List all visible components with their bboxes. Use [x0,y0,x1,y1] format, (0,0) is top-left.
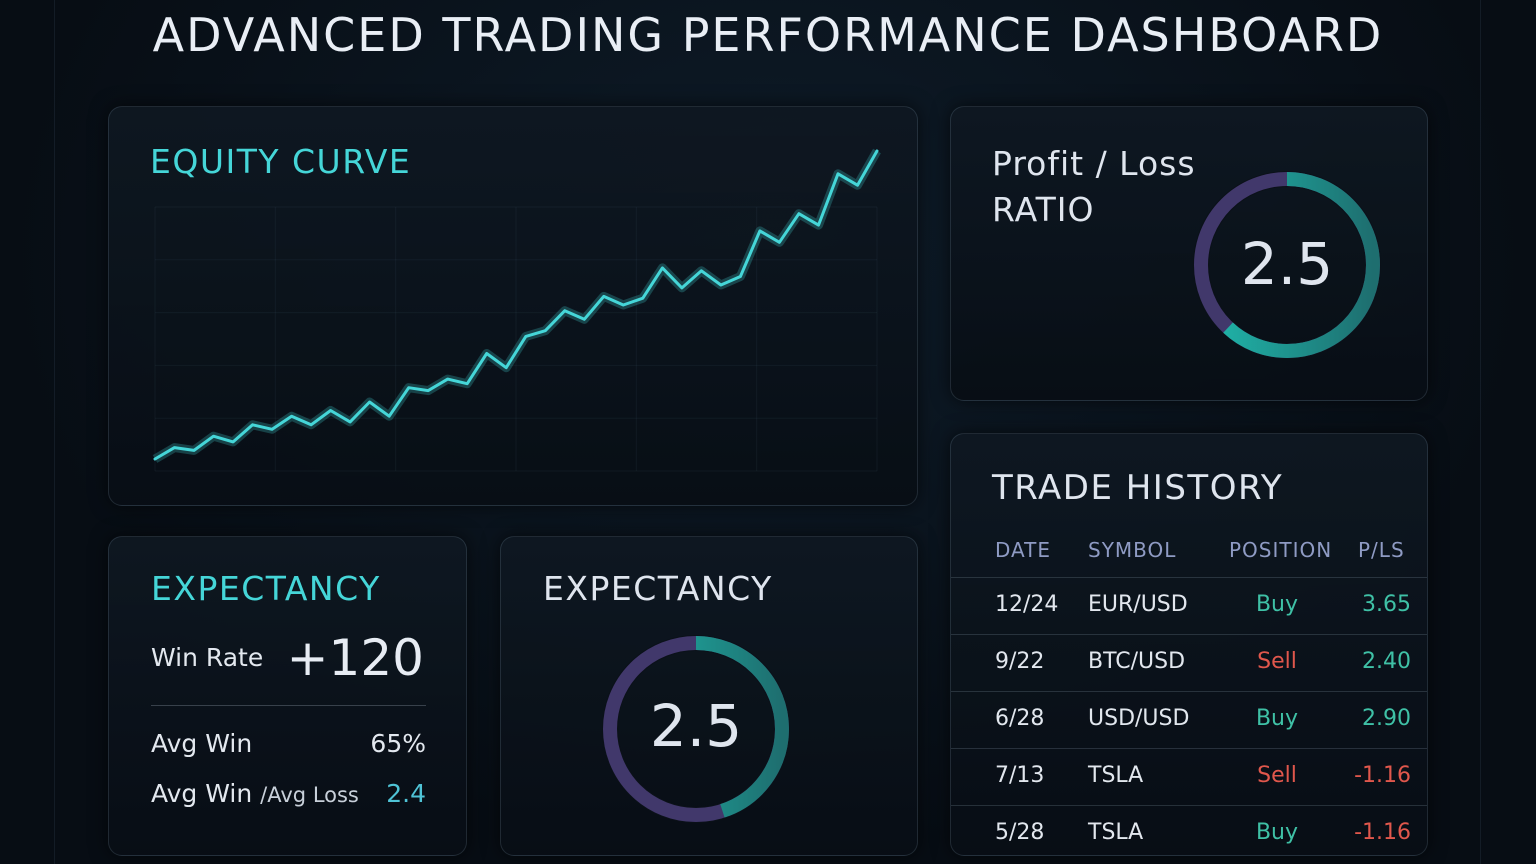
profit-loss-heading-line2: RATIO [992,190,1095,229]
cell-pl: -1.16 [1354,763,1411,788]
cell-date: 5/28 [995,820,1045,845]
profit-loss-ring-fill [1194,172,1380,358]
trade-history-heading: TRADE HISTORY [992,468,1284,508]
table-row[interactable]: 12/24 EUR/USD Buy 3.65 [951,577,1427,634]
expectancy-stats-card: EXPECTANCY Win Rate +120 Avg Win 65% Avg… [108,536,467,856]
cell-symbol: TSLA [1088,820,1144,845]
win-loss-label-sep: /Avg Loss [260,783,359,807]
avg-win-value: 65% [370,729,426,758]
cell-position: Sell [1257,649,1297,674]
cell-symbol: USD/USD [1088,706,1190,731]
cell-position: Buy [1255,706,1299,731]
expectancy-ring-gauge [602,635,790,823]
frame-rail-left [54,0,55,864]
cell-position: Buy [1255,820,1299,845]
expectancy-ring-value: 2.5 [649,692,743,760]
expectancy-stats-heading: EXPECTANCY [151,569,381,608]
win-rate-label: Win Rate [151,643,264,672]
expectancy-ring-heading: EXPECTANCY [543,569,773,608]
table-row[interactable]: 7/13 TSLA Sell -1.16 [951,748,1427,805]
cell-position: Buy [1255,592,1299,617]
win-loss-ratio-label: Avg Win /Avg Loss [151,779,359,808]
expectancy-ring-fill [603,636,789,822]
stats-divider [151,705,426,706]
page-title: ADVANCED TRADING PERFORMANCE DASHBOARD [152,8,1384,62]
cell-date: 9/22 [995,649,1045,674]
trade-history-card: TRADE HISTORY DATE SYMBOL POSITION P/LS … [950,433,1428,856]
cell-pl: 2.90 [1362,706,1411,731]
profit-loss-ring-gauge [1193,171,1381,359]
win-loss-ratio-value: 2.4 [386,779,426,808]
profit-loss-ratio-value: 2.5 [1240,230,1334,298]
column-header-position[interactable]: POSITION [1229,538,1333,562]
profit-loss-heading-line1: Profit / Loss [992,144,1196,183]
win-loss-label-a: Avg Win [151,779,253,808]
cell-symbol: TSLA [1088,763,1144,788]
frame-rail-right [1480,0,1481,864]
cell-symbol: BTC/USD [1088,649,1186,674]
column-header-date[interactable]: DATE [995,538,1052,562]
avg-win-label: Avg Win [151,729,253,758]
profit-loss-ratio-heading: Profit / Loss RATIO [992,141,1196,233]
cell-date: 7/13 [995,763,1045,788]
cell-pl: 2.40 [1362,649,1411,674]
equity-curve-card: EQUITY CURVE [108,106,918,506]
equity-line [153,149,879,461]
equity-curve-heading: EQUITY CURVE [150,142,412,181]
equity-grid [154,206,878,472]
cell-pl: -1.16 [1354,820,1411,845]
column-header-pl[interactable]: P/LS [1358,538,1405,562]
table-row[interactable]: 6/28 USD/USD Buy 2.90 [951,691,1427,748]
table-row[interactable]: 9/22 BTC/USD Sell 2.40 [951,634,1427,691]
cell-date: 12/24 [995,592,1059,617]
cell-position: Sell [1257,763,1297,788]
cell-symbol: EUR/USD [1088,592,1188,617]
expectancy-ring-card: EXPECTANCY 2.5 [500,536,918,856]
equity-curve-chart [152,148,881,472]
cell-pl: 3.65 [1362,592,1411,617]
table-row[interactable]: 5/28 TSLA Buy -1.16 [951,805,1427,862]
column-header-symbol[interactable]: SYMBOL [1088,538,1177,562]
cell-date: 6/28 [995,706,1045,731]
profit-loss-ratio-card: Profit / Loss RATIO 2.5 [950,106,1428,401]
win-rate-value: +120 [286,629,424,687]
